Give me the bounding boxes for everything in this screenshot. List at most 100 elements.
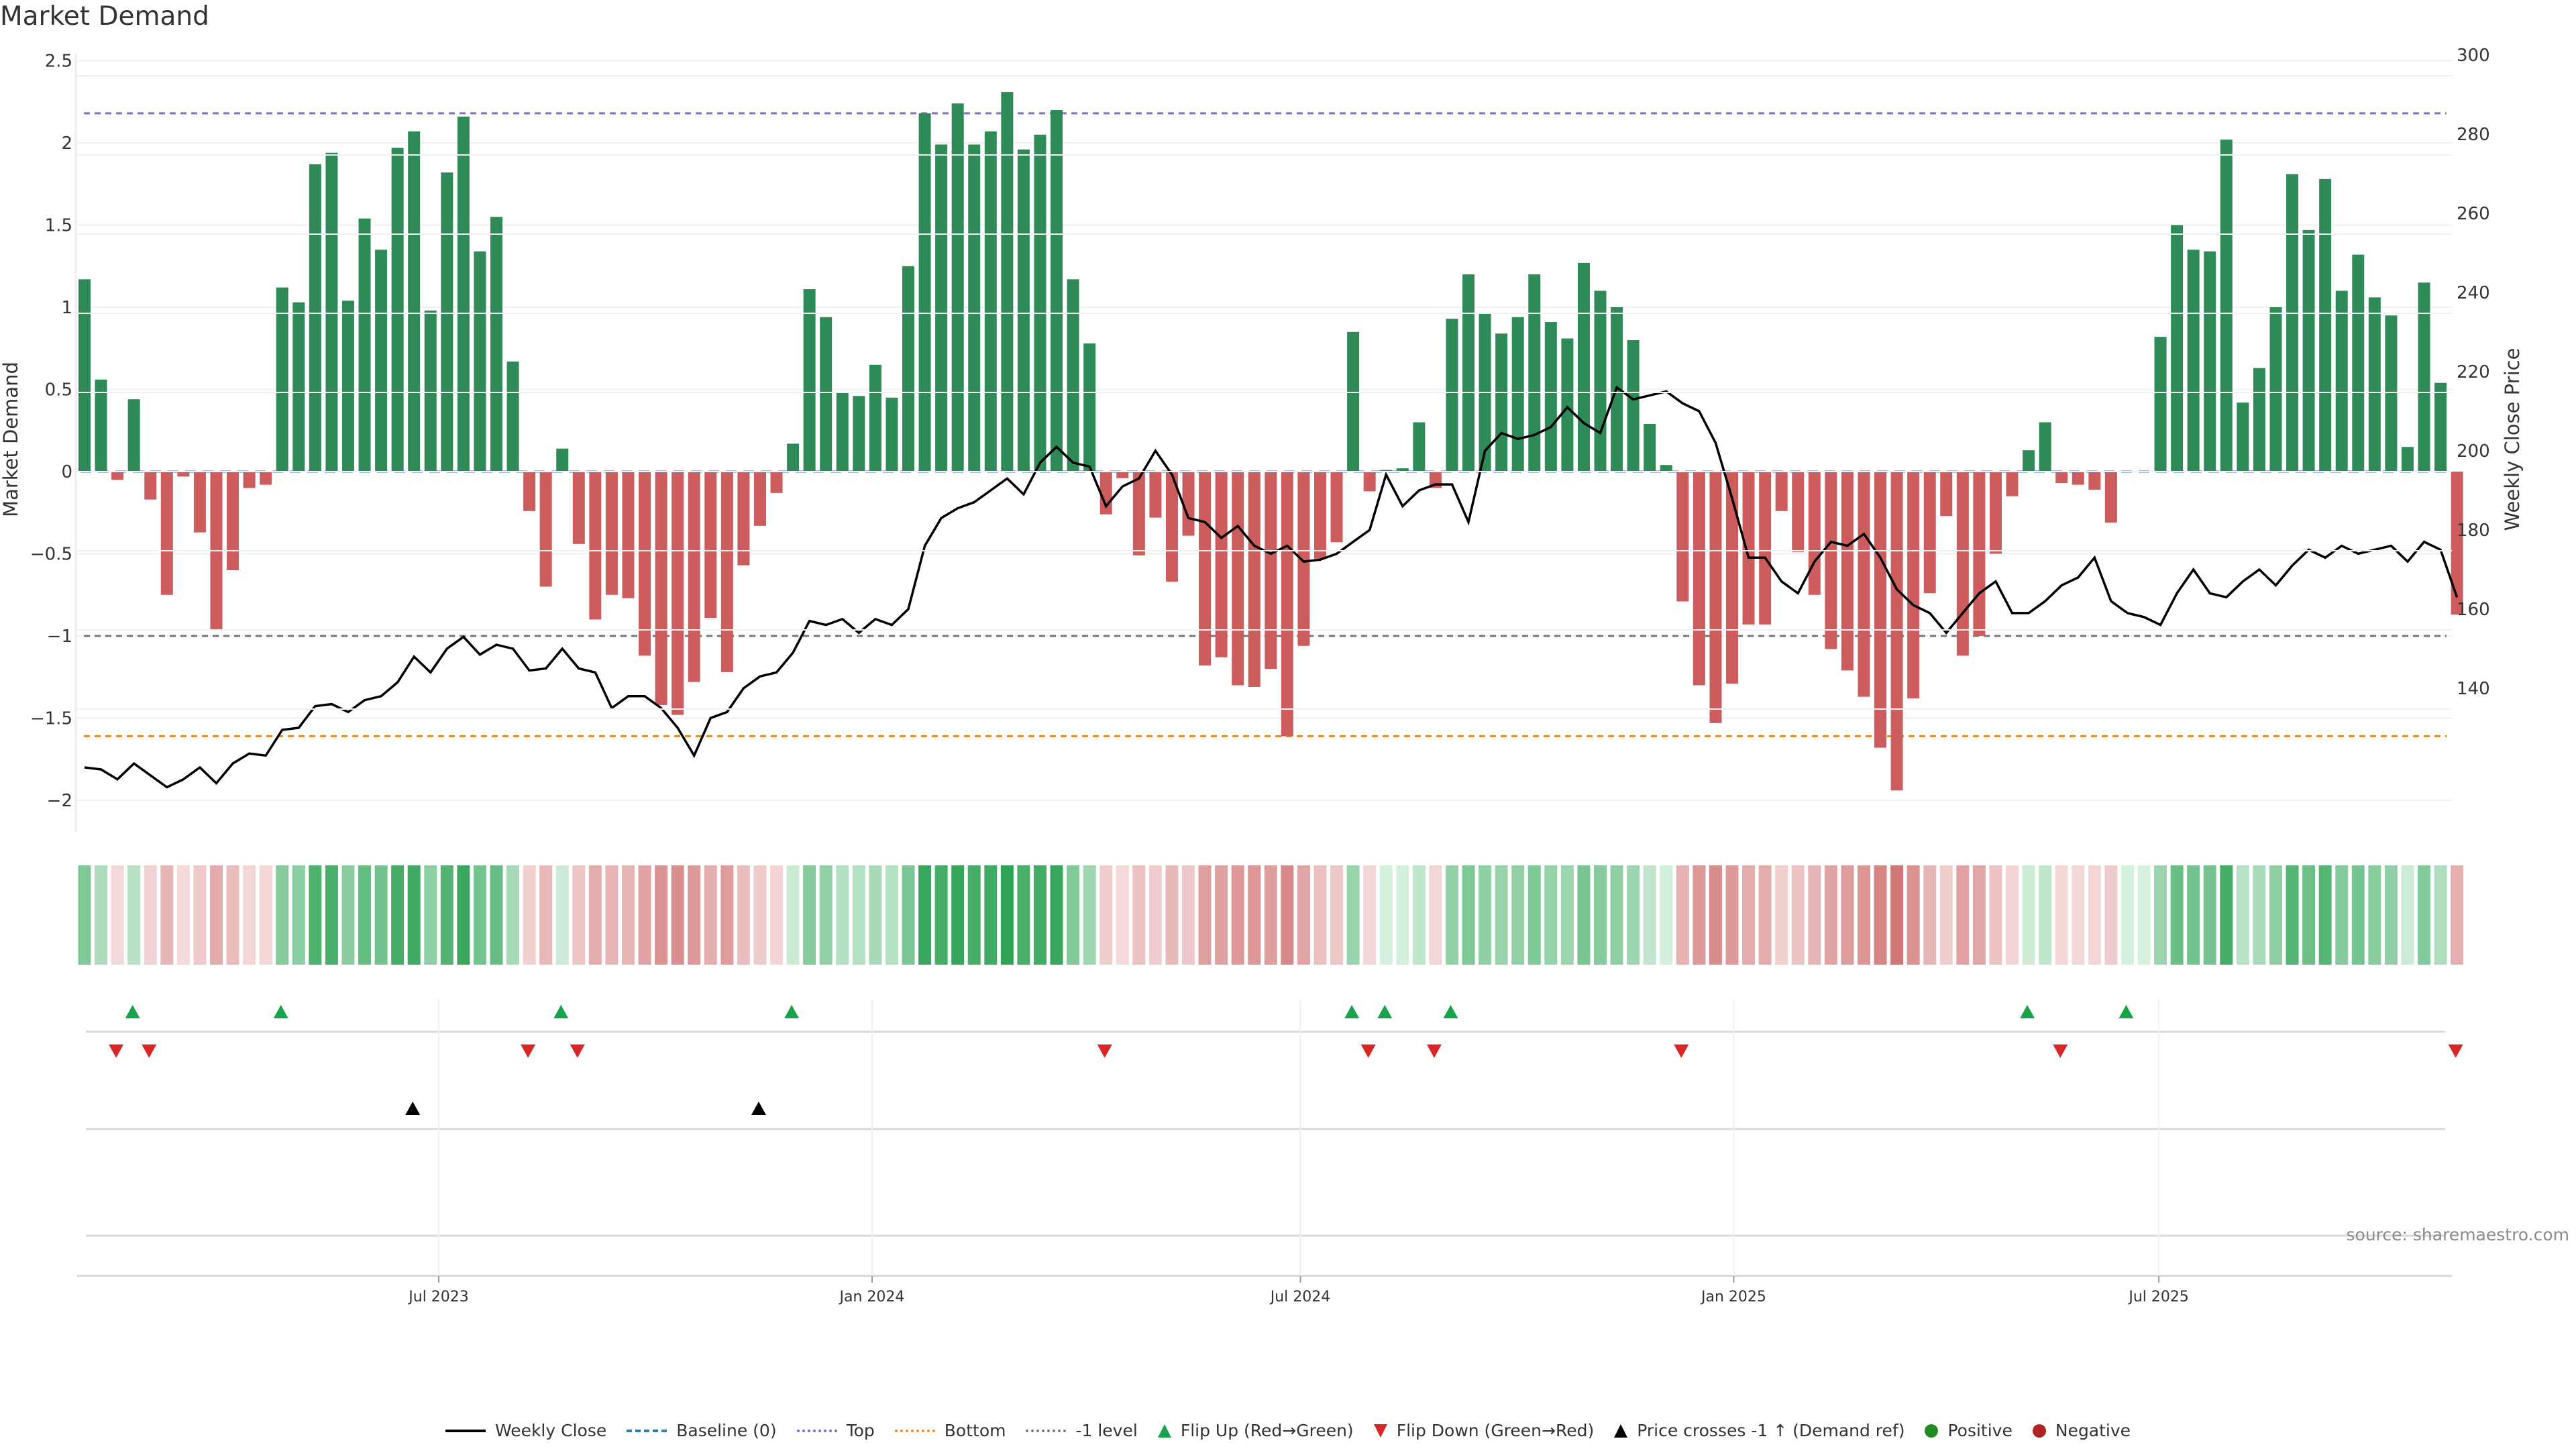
- heatmap-cell: [1742, 865, 1756, 965]
- legend-item[interactable]: -1 level: [1026, 1421, 1138, 1440]
- bar-positive: [2401, 447, 2414, 472]
- heatmap-cell: [1874, 865, 1887, 965]
- bar-positive: [2418, 282, 2430, 472]
- heatmap-cell: [1808, 865, 1821, 965]
- flip-down-marker: [2448, 1044, 2463, 1058]
- heatmap-cell: [1248, 865, 1261, 965]
- bar-negative: [1989, 472, 2002, 554]
- bar-positive: [457, 116, 470, 472]
- dotted-swatch: [1026, 1429, 1067, 1432]
- legend-label: -1 level: [1075, 1421, 1138, 1440]
- heatmap-cell: [341, 865, 355, 965]
- dotted-swatch: [894, 1429, 935, 1432]
- bar-negative: [688, 472, 700, 682]
- heatmap-cell: [2187, 865, 2200, 965]
- heatmap-cell: [1693, 865, 1706, 965]
- bar-negative: [1742, 472, 1755, 625]
- legend-item[interactable]: Flip Down (Green→Red): [1373, 1421, 1594, 1440]
- heatmap-cell: [885, 865, 898, 965]
- bar-positive: [506, 361, 519, 472]
- heatmap-cell: [440, 865, 453, 965]
- heatmap-cell: [1841, 865, 1854, 965]
- bar-negative: [1825, 472, 1837, 649]
- heatmap-cell: [1758, 865, 1772, 965]
- heatmap-cell: [1313, 865, 1327, 965]
- heatmap-cell: [1544, 865, 1558, 965]
- dashed-swatch: [627, 1429, 667, 1432]
- heatmap-cell: [2055, 865, 2068, 965]
- heatmap-cell: [1083, 865, 1096, 965]
- triangle-up-icon: [1157, 1424, 1171, 1438]
- heatmap-cell: [1132, 865, 1146, 965]
- heatmap-cell: [934, 865, 948, 965]
- heatmap-cell: [78, 865, 91, 965]
- bar-positive: [2335, 290, 2348, 472]
- bar-positive: [2368, 297, 2381, 472]
- heatmap-cell: [869, 865, 882, 965]
- heatmap-cell: [1857, 865, 1870, 965]
- y-tick-label: 0.5: [45, 380, 72, 400]
- heatmap-cell: [1824, 865, 1837, 965]
- bar-negative: [1132, 472, 1145, 555]
- bar-positive: [408, 131, 421, 472]
- bar-negative: [260, 472, 272, 485]
- bar-negative: [2006, 472, 2019, 496]
- bar-positive: [1627, 340, 1640, 472]
- y-tick-label: 2.5: [45, 52, 72, 72]
- heatmap-cell: [1330, 865, 1344, 965]
- heatmap-cell: [1412, 865, 1426, 965]
- heatmap-cell: [2451, 865, 2464, 965]
- y-tick-label: 0: [61, 462, 72, 482]
- flip-up-marker: [273, 1005, 288, 1018]
- flip-up-marker: [1443, 1005, 1458, 1018]
- bar-positive: [1017, 149, 1030, 472]
- bar-positive: [1577, 262, 1590, 472]
- heatmap-cell: [655, 865, 668, 965]
- event-markers: [86, 1005, 2463, 1237]
- bar-positive: [2302, 229, 2315, 472]
- heatmap-cell: [902, 865, 915, 965]
- y2-tick-label: 260: [2457, 204, 2490, 224]
- heatmap-cell: [951, 865, 965, 965]
- flip-down-marker: [2053, 1044, 2068, 1058]
- heatmap-cell: [1165, 865, 1179, 965]
- legend-item[interactable]: Weekly Close: [445, 1421, 606, 1440]
- left-axis-ticks: 2.5 2 1.5 1 0.5 0 −0.5 −1 −1.5 −2: [30, 52, 72, 812]
- bar-positive: [2269, 307, 2282, 472]
- heatmap-cell: [292, 865, 305, 965]
- legend-item[interactable]: Baseline (0): [627, 1421, 777, 1440]
- legend-item[interactable]: Positive: [1925, 1421, 2012, 1440]
- bar-negative: [605, 472, 618, 595]
- heatmap-cell: [1890, 865, 1904, 965]
- bar-positive: [474, 251, 486, 472]
- bar-positive: [918, 113, 931, 472]
- x-tick-label: Jul 2024: [1269, 1289, 1331, 1305]
- flip-down-marker: [1674, 1044, 1689, 1058]
- legend-item[interactable]: Negative: [2032, 1421, 2131, 1440]
- heatmap-cell: [209, 865, 223, 965]
- heatmap-cell: [1627, 865, 1640, 965]
- heatmap-cell: [193, 865, 207, 965]
- heatmap-cell: [753, 865, 767, 965]
- legend-item[interactable]: Price crosses -1 ↑ (Demand ref): [1614, 1421, 1904, 1440]
- bar-negative: [523, 472, 536, 511]
- heatmap-cell: [2088, 865, 2101, 965]
- legend-item[interactable]: Flip Up (Red→Green): [1157, 1421, 1354, 1440]
- bar-positive: [2154, 337, 2167, 472]
- legend-item[interactable]: Top: [796, 1421, 875, 1440]
- flip-up-marker: [1344, 1005, 1360, 1018]
- bar-positive: [2171, 225, 2184, 472]
- heatmap-cell: [984, 865, 998, 965]
- heatmap-cell: [737, 865, 750, 965]
- dotted-swatch: [796, 1429, 837, 1432]
- heatmap-cell: [2022, 865, 2035, 965]
- heatmap-cell: [1148, 865, 1162, 965]
- heatmap-cell: [638, 865, 651, 965]
- bar-negative: [1940, 472, 1953, 517]
- bar-positive: [2385, 315, 2398, 472]
- legend-item[interactable]: Bottom: [894, 1421, 1006, 1440]
- chart-title: Market Demand: [0, 1, 209, 32]
- bar-positive: [968, 144, 981, 472]
- heatmap-cell: [2368, 865, 2381, 965]
- bar-positive: [1083, 343, 1096, 472]
